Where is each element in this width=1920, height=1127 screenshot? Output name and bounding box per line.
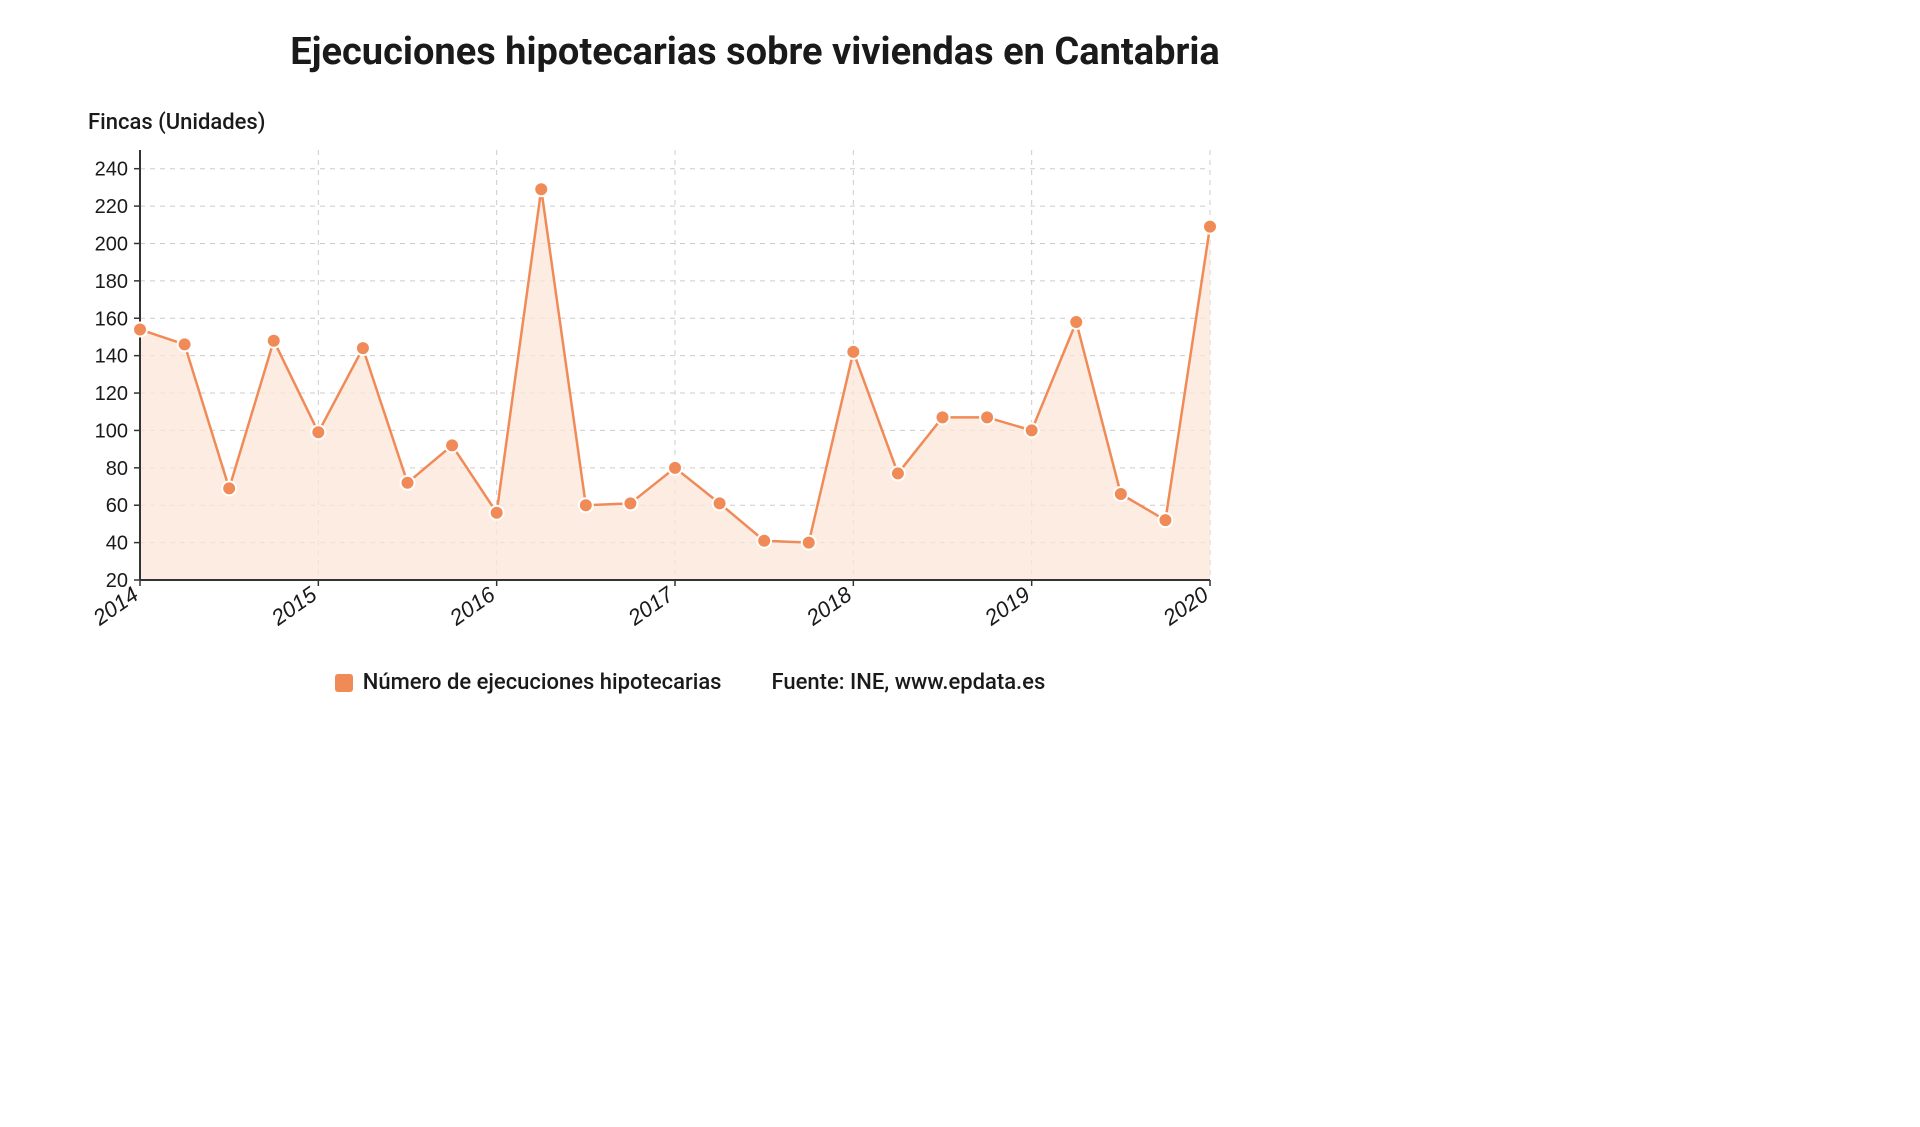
chart-container: Ejecuciones hipotecarias sobre viviendas… [40,20,1470,940]
chart-source-text: Fuente: INE, www.epdata.es [772,670,1046,695]
svg-text:220: 220 [95,196,128,218]
svg-text:100: 100 [95,420,128,442]
svg-text:2020: 2020 [1158,581,1214,631]
svg-text:120: 120 [95,383,128,405]
svg-text:60: 60 [106,495,128,517]
svg-text:2018: 2018 [801,581,857,631]
svg-text:160: 160 [95,308,128,330]
svg-text:80: 80 [106,458,128,480]
svg-text:140: 140 [95,346,128,368]
chart-plot-area: 2040608010012014016018020022024020142015… [40,20,1340,660]
legend-row: Número de ejecuciones hipotecarias Fuent… [40,670,1340,695]
legend-item-series: Número de ejecuciones hipotecarias [335,670,722,695]
svg-text:240: 240 [95,159,128,181]
svg-text:2019: 2019 [979,582,1034,631]
svg-text:200: 200 [95,233,128,255]
svg-text:2016: 2016 [444,581,500,631]
legend-series-label: Número de ejecuciones hipotecarias [363,670,722,695]
svg-text:180: 180 [95,271,128,293]
svg-text:40: 40 [106,533,128,555]
svg-text:2017: 2017 [623,581,679,631]
legend-marker-icon [335,674,353,692]
svg-text:2015: 2015 [266,581,322,631]
